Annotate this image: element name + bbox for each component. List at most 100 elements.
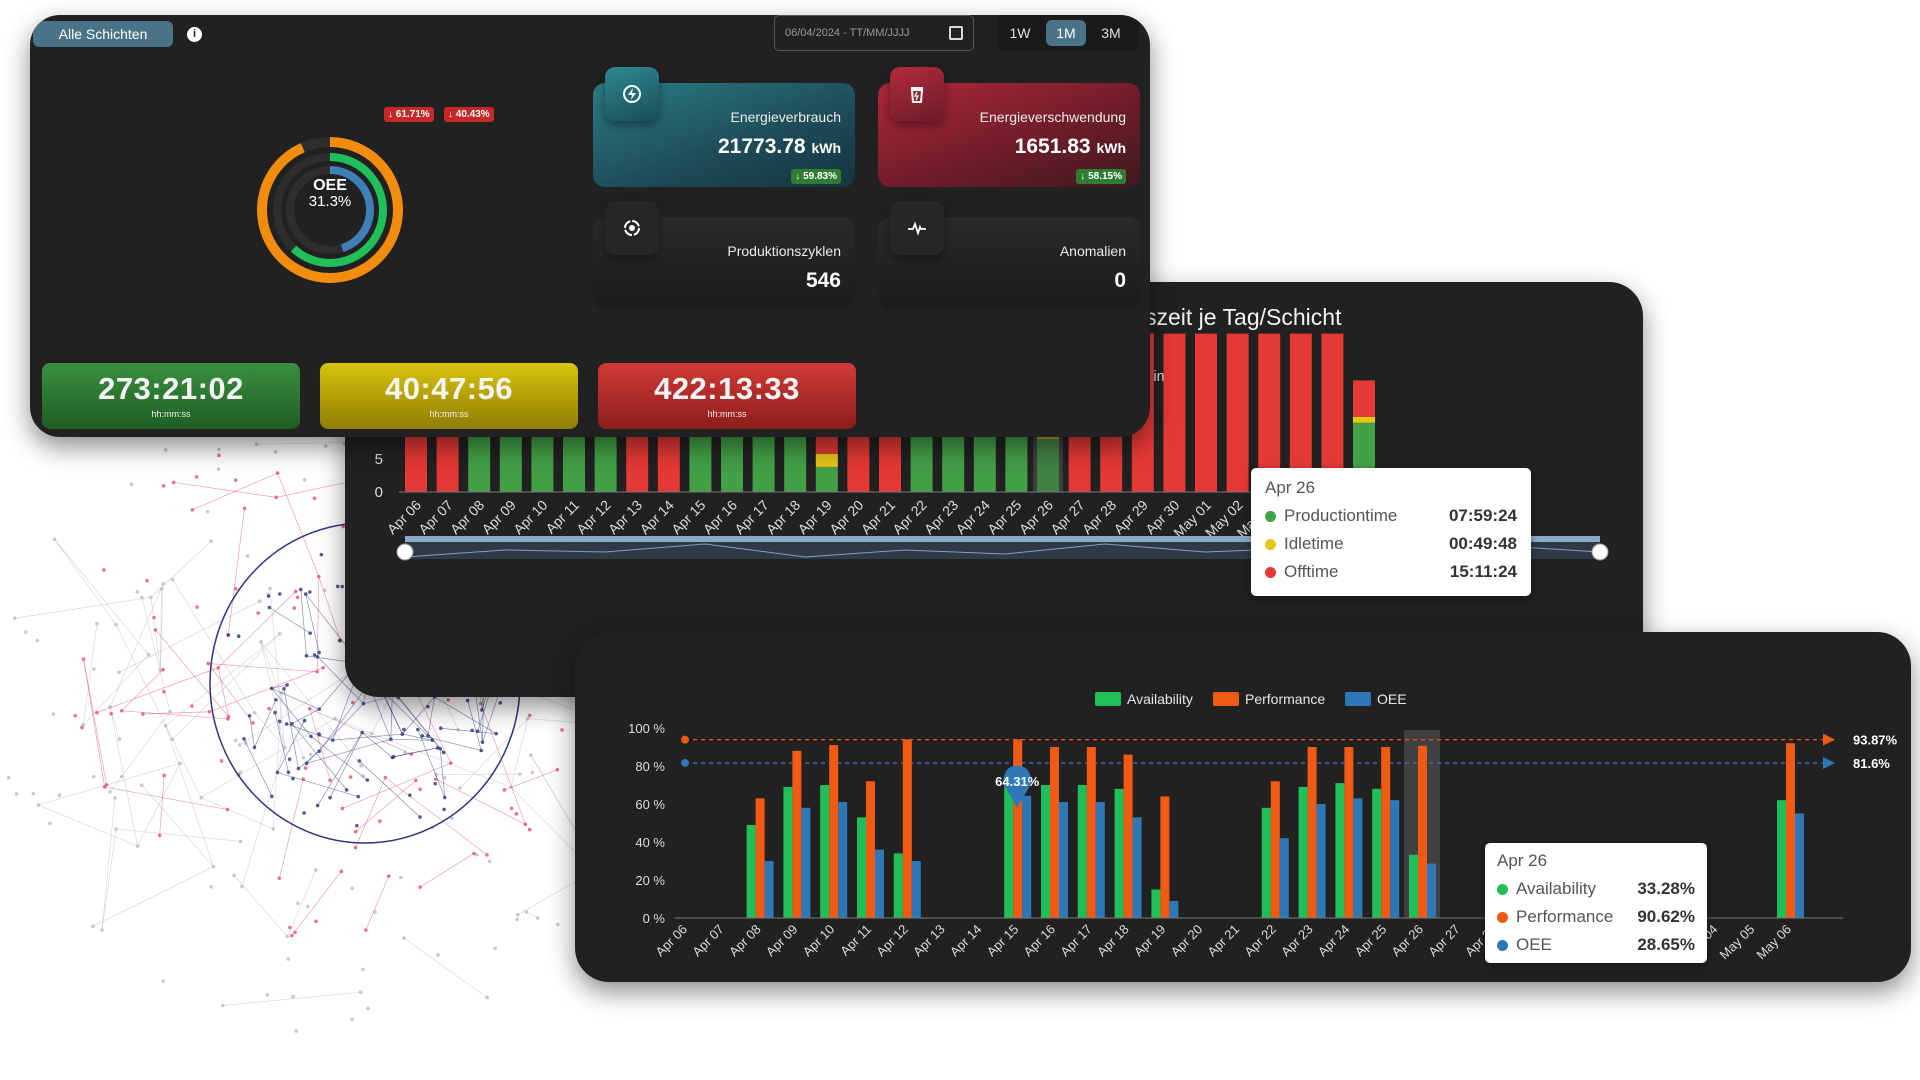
blue-network-link — [382, 694, 403, 735]
red-network-link — [217, 591, 296, 669]
blue-network-node — [252, 745, 257, 750]
gray-network-node — [282, 745, 287, 750]
gray-network-node — [146, 652, 151, 657]
kpi-overview-panel: Alle Schichten i 06/04/2024 - TT/MM/JJJJ… — [30, 15, 1150, 437]
gray-network-node — [6, 775, 11, 780]
red-network-link — [318, 576, 341, 641]
bar — [1344, 747, 1354, 918]
gray-network-node — [129, 482, 134, 487]
red-network-node — [314, 919, 318, 924]
bar-segment — [1037, 439, 1059, 492]
blue-network-node — [302, 811, 306, 815]
x-tick-label: Apr 18 — [763, 497, 804, 538]
blue-network-node — [389, 737, 393, 742]
y-tick-label: 60 % — [635, 797, 665, 812]
range-1w-button[interactable]: 1W — [1009, 25, 1031, 41]
blue-network-link — [329, 732, 363, 798]
kpi-value: 0 — [1114, 269, 1126, 292]
date-range-value: 06/04/2024 - TT/MM/JJJJ — [785, 27, 910, 39]
red-network-node — [194, 475, 199, 479]
legend-dot-icon — [1265, 538, 1276, 550]
blue-network-node — [286, 770, 291, 775]
kpi-value: 1651.83 kWh — [1015, 135, 1126, 159]
blue-network-node — [278, 719, 282, 724]
gray-network-node — [14, 792, 19, 796]
red-network-node — [217, 453, 221, 458]
x-tick-label: Apr 12 — [573, 497, 614, 538]
gray-network-link — [82, 623, 98, 725]
gray-network-link — [272, 692, 283, 829]
bar — [1151, 889, 1161, 918]
oee-tooltip: Apr 26 Availability 33.28% Performance 9… — [1485, 843, 1707, 963]
blue-network-node — [330, 738, 335, 742]
red-network-node — [206, 661, 210, 666]
red-network-link — [277, 472, 320, 577]
blue-network-link — [254, 699, 277, 748]
bar — [838, 802, 848, 918]
blue-network-node — [416, 727, 420, 732]
bar — [1409, 854, 1418, 918]
bar — [1041, 785, 1050, 918]
gray-network-node — [31, 791, 36, 796]
x-tick-label: Apr 09 — [478, 497, 519, 538]
red-network-node — [418, 885, 422, 889]
red-network-node — [216, 665, 221, 670]
blue-network-node — [494, 731, 499, 736]
bar-segment — [1195, 333, 1217, 492]
red-network-link — [159, 775, 165, 836]
red-network-link — [121, 669, 164, 712]
tooltip-row-value: 07:59:24 — [1448, 506, 1517, 525]
blue-network-node — [315, 655, 320, 659]
calendar-icon[interactable] — [949, 26, 963, 40]
blue-network-node — [319, 552, 324, 557]
red-network-node — [350, 700, 355, 705]
time-value: 273:21:02 — [98, 371, 244, 406]
blue-network-node — [312, 653, 317, 657]
gray-network-node — [301, 756, 306, 760]
bar — [792, 750, 802, 918]
gray-network-node — [487, 859, 492, 864]
oee-chart-panel: 0 % 20 % 40 % 60 % 80 % 100 % Availability Perf… — [575, 632, 1911, 982]
gray-network-link — [260, 641, 304, 758]
blue-network-link — [361, 732, 393, 758]
gray-network-node — [23, 630, 28, 634]
blue-network-link — [249, 715, 255, 748]
blue-network-node — [317, 732, 321, 736]
gray-network-node — [278, 631, 282, 636]
off-time-box: 422:13:33 hh:mm:ss — [598, 363, 856, 429]
reference-line-arrow — [1823, 756, 1835, 769]
gray-network-node — [296, 901, 300, 906]
red-network-node — [242, 506, 247, 511]
bar — [1013, 739, 1023, 918]
gray-network-node — [135, 590, 140, 594]
blue-network-link — [434, 696, 497, 734]
shift-filter-button[interactable]: Alle Schichten — [33, 21, 173, 47]
range-3m-button[interactable]: 3M — [1101, 25, 1121, 41]
tooltip-row-label: Idletime — [1284, 534, 1344, 553]
red-network-node — [502, 788, 507, 792]
bar — [755, 798, 765, 918]
range-1m-button[interactable]: 1M — [1046, 20, 1086, 46]
pulse-wave-icon — [890, 201, 944, 255]
gray-network-node — [113, 796, 117, 800]
blue-network-node — [365, 778, 370, 782]
gray-network-node — [211, 864, 216, 869]
info-icon[interactable]: i — [187, 27, 202, 42]
blue-network-link — [271, 684, 288, 689]
blue-network-node — [304, 761, 309, 766]
tooltip-row-oee: OEE 28.65% — [1497, 931, 1695, 959]
blue-network-link — [393, 747, 438, 758]
red-network-link — [291, 871, 342, 936]
red-network-node — [267, 706, 271, 711]
tooltip-row-production: Productiontime 07:59:24 — [1265, 502, 1517, 530]
blue-network-link — [298, 751, 320, 769]
x-tick-label: Apr 11 — [837, 922, 874, 959]
blue-network-link — [317, 732, 363, 806]
date-range-input[interactable]: 06/04/2024 - TT/MM/JJJJ — [774, 15, 974, 51]
tooltip-row-idle: Idletime 00:49:48 — [1265, 530, 1517, 558]
gray-network-node — [273, 450, 278, 454]
tooltip-row-label: Offtime — [1284, 562, 1339, 581]
red-network-node — [293, 930, 297, 935]
red-network-node — [233, 586, 238, 591]
red-network-node — [348, 775, 353, 779]
